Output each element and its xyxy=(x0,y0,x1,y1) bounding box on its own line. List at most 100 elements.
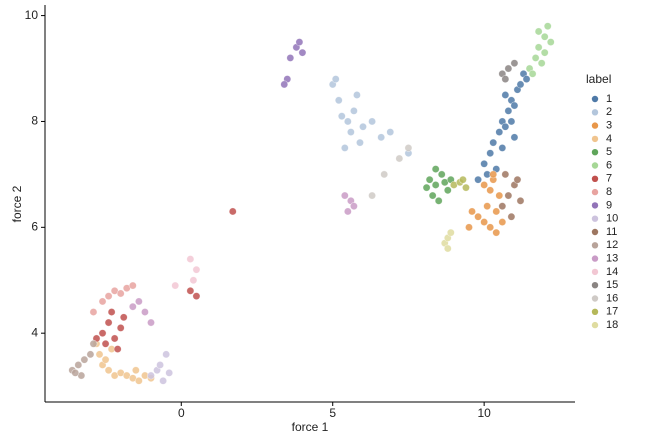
point xyxy=(531,54,540,62)
point xyxy=(165,368,174,377)
point xyxy=(192,292,201,301)
point xyxy=(516,80,525,89)
point xyxy=(134,297,143,306)
point xyxy=(147,371,155,380)
point xyxy=(104,292,113,301)
point xyxy=(492,207,501,216)
point xyxy=(110,334,119,343)
legend-label: 9 xyxy=(606,199,612,211)
point xyxy=(116,323,125,332)
point xyxy=(350,202,358,211)
point xyxy=(337,112,346,121)
point xyxy=(119,313,128,322)
point xyxy=(98,329,107,338)
point xyxy=(350,106,358,115)
legend-label: 13 xyxy=(606,253,618,265)
point xyxy=(368,191,376,200)
point xyxy=(131,366,140,375)
point xyxy=(504,64,513,73)
point xyxy=(498,218,507,226)
point xyxy=(540,48,549,57)
point xyxy=(504,106,513,115)
point xyxy=(104,366,113,375)
point xyxy=(425,175,434,184)
legend-marker xyxy=(591,321,599,329)
point xyxy=(465,223,473,232)
point xyxy=(298,48,307,57)
legend-marker xyxy=(591,308,599,315)
point xyxy=(546,38,555,46)
point xyxy=(422,183,431,192)
point xyxy=(141,308,149,316)
point xyxy=(504,191,513,200)
legend-marker xyxy=(591,109,599,116)
point xyxy=(346,128,355,136)
legend-label: 4 xyxy=(606,133,612,145)
point xyxy=(507,212,516,221)
point xyxy=(156,361,164,369)
point xyxy=(534,43,543,52)
point xyxy=(189,276,198,285)
point xyxy=(98,297,107,306)
y-tick-label: 10 xyxy=(25,8,39,22)
legend-marker xyxy=(591,122,599,129)
point xyxy=(443,244,452,253)
legend-label: 18 xyxy=(606,319,618,331)
y-tick-label: 8 xyxy=(31,114,38,128)
point xyxy=(101,339,110,348)
point xyxy=(507,117,516,126)
point xyxy=(359,122,367,131)
point xyxy=(89,339,98,348)
legend-label: 12 xyxy=(606,239,618,251)
point xyxy=(480,181,489,189)
point xyxy=(113,345,122,353)
point xyxy=(474,212,482,221)
point xyxy=(386,128,395,136)
point xyxy=(528,69,537,78)
point xyxy=(462,183,470,192)
point xyxy=(495,128,504,136)
legend-label: 7 xyxy=(606,173,612,185)
legend-label: 5 xyxy=(606,146,612,158)
point xyxy=(128,302,137,311)
point xyxy=(192,265,201,274)
legend-label: 1 xyxy=(606,93,612,105)
point xyxy=(395,154,404,163)
point xyxy=(510,133,519,142)
point xyxy=(343,117,352,126)
point xyxy=(116,289,125,298)
legend-marker xyxy=(591,149,599,156)
point xyxy=(486,149,495,158)
legend-marker xyxy=(591,228,599,236)
point xyxy=(286,54,295,62)
legend-label: 11 xyxy=(606,226,617,238)
point xyxy=(480,159,489,168)
point xyxy=(186,255,195,263)
point xyxy=(501,122,510,131)
point xyxy=(492,228,501,237)
point xyxy=(71,368,80,377)
point xyxy=(101,355,110,364)
point xyxy=(513,175,522,184)
legend-marker xyxy=(591,282,599,289)
point xyxy=(459,175,467,184)
legend-label: 16 xyxy=(606,292,618,304)
legend-marker xyxy=(591,215,599,222)
point xyxy=(95,350,104,359)
point xyxy=(510,101,519,110)
point xyxy=(468,207,476,216)
point xyxy=(486,223,495,232)
point xyxy=(380,170,389,179)
legend-marker xyxy=(591,255,599,262)
point xyxy=(356,138,364,147)
legend-label: 2 xyxy=(606,106,612,118)
point xyxy=(495,191,504,200)
legend-marker xyxy=(591,202,599,209)
point xyxy=(80,355,89,364)
legend-label: 10 xyxy=(606,213,618,225)
legend-marker xyxy=(591,188,599,196)
point xyxy=(334,96,343,105)
legend-label: 3 xyxy=(606,120,612,132)
point xyxy=(483,202,492,211)
